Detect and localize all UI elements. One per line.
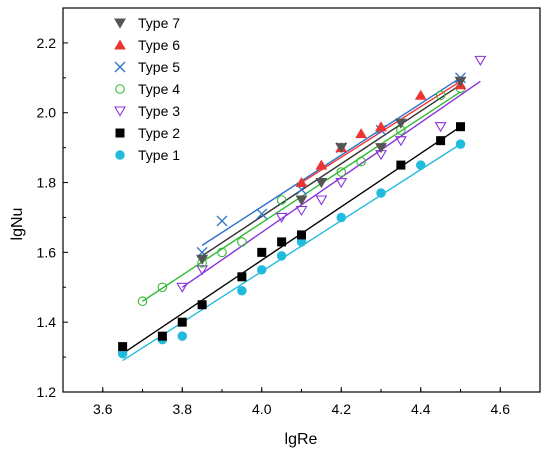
x-tick-label: 3.8 xyxy=(173,401,193,417)
point-type-6 xyxy=(414,89,427,100)
legend: Type 7 Type 6 Type 5 Type 4 Type 3 Type 2 Type… xyxy=(114,15,180,163)
y-tick-label: 1.6 xyxy=(37,244,57,260)
legend-label-type-4: Type 4 xyxy=(138,81,180,97)
point-type-7 xyxy=(394,118,407,129)
axes: 3.6 3.8 4.0 4.2 4.4 4.6 1.2 1.4 1.6 1.8 2.0 2.2 xyxy=(37,7,541,417)
point-type-2 xyxy=(396,160,406,170)
legend-label-type-1: Type 1 xyxy=(138,147,180,163)
y-axis-title: lgNu xyxy=(9,208,26,241)
point-type-4 xyxy=(435,90,446,101)
legend-marker-type-2 xyxy=(115,128,125,138)
point-type-2 xyxy=(118,342,128,352)
legend-marker-type-6 xyxy=(114,39,126,50)
point-type-3 xyxy=(394,136,407,147)
point-type-7 xyxy=(454,76,467,87)
point-type-3 xyxy=(275,212,288,224)
point-type-2 xyxy=(297,230,306,240)
point-type-2 xyxy=(157,331,167,341)
point-type-7 xyxy=(295,195,308,206)
y-tick-label: 2.0 xyxy=(37,105,57,121)
legend-label-type-5: Type 5 xyxy=(138,59,180,75)
x-tick-label: 4.4 xyxy=(411,401,431,417)
fit-line-type-6 xyxy=(301,80,461,184)
point-type-6 xyxy=(295,177,308,188)
point-type-1 xyxy=(237,286,247,296)
y-tick-label: 1.2 xyxy=(37,384,57,400)
point-type-2 xyxy=(436,136,446,146)
fit-line-type-1 xyxy=(122,143,461,362)
point-type-2 xyxy=(257,247,267,257)
y-tick-label: 2.2 xyxy=(37,35,57,51)
point-type-4 xyxy=(336,167,347,177)
point-type-1 xyxy=(276,251,287,261)
legend-marker-type-1 xyxy=(115,150,125,160)
point-type-4 xyxy=(137,296,148,307)
markers xyxy=(117,55,487,359)
point-type-4 xyxy=(276,195,287,205)
x-tick-label: 4.6 xyxy=(491,401,511,417)
point-type-6 xyxy=(355,128,367,139)
legend-label-type-6: Type 6 xyxy=(138,37,180,53)
point-type-7 xyxy=(315,177,328,189)
point-type-3 xyxy=(295,205,308,217)
legend-label-type-7: Type 7 xyxy=(138,15,180,31)
point-type-1 xyxy=(455,139,466,149)
fit-lines xyxy=(122,77,481,362)
point-type-3 xyxy=(196,265,209,276)
x-tick-label: 4.0 xyxy=(252,401,272,417)
point-type-2 xyxy=(177,317,187,327)
point-type-4 xyxy=(217,247,227,258)
point-type-2 xyxy=(197,300,207,310)
point-type-4 xyxy=(237,237,247,247)
point-type-5 xyxy=(216,215,228,227)
point-type-3 xyxy=(474,55,487,66)
legend-label-type-2: Type 2 xyxy=(138,125,180,141)
legend-marker-type-5 xyxy=(114,61,126,73)
point-type-1 xyxy=(416,160,426,170)
point-type-2 xyxy=(456,122,465,132)
point-type-2 xyxy=(237,272,247,282)
point-type-5 xyxy=(256,208,268,220)
y-tick-label: 1.8 xyxy=(37,175,57,191)
x-tick-label: 3.6 xyxy=(93,401,113,417)
fit-line-type-7 xyxy=(201,84,461,257)
point-type-3 xyxy=(176,282,189,293)
point-type-1 xyxy=(376,188,386,198)
point-type-1 xyxy=(336,212,346,223)
point-type-7 xyxy=(375,143,387,154)
x-axis-title: lgRe xyxy=(285,431,318,448)
point-type-1 xyxy=(177,331,187,341)
point-type-3 xyxy=(315,195,328,206)
fit-line-type-3 xyxy=(181,80,481,288)
legend-marker-type-3 xyxy=(114,106,126,117)
legend-marker-type-7 xyxy=(114,18,126,29)
point-type-4 xyxy=(356,156,366,167)
legend-label-type-3: Type 3 xyxy=(138,103,180,119)
point-type-7 xyxy=(335,143,348,154)
point-type-7 xyxy=(196,254,209,265)
fit-line-type-5 xyxy=(201,77,461,246)
point-type-6 xyxy=(375,121,387,132)
point-type-2 xyxy=(277,237,287,247)
point-type-4 xyxy=(157,282,168,293)
legend-marker-type-4 xyxy=(115,84,125,94)
x-tick-label: 4.2 xyxy=(332,401,352,417)
point-type-6 xyxy=(315,159,328,170)
y-tick-label: 1.4 xyxy=(37,314,57,330)
point-type-3 xyxy=(335,177,348,189)
point-type-3 xyxy=(434,122,447,133)
point-type-1 xyxy=(257,265,267,275)
